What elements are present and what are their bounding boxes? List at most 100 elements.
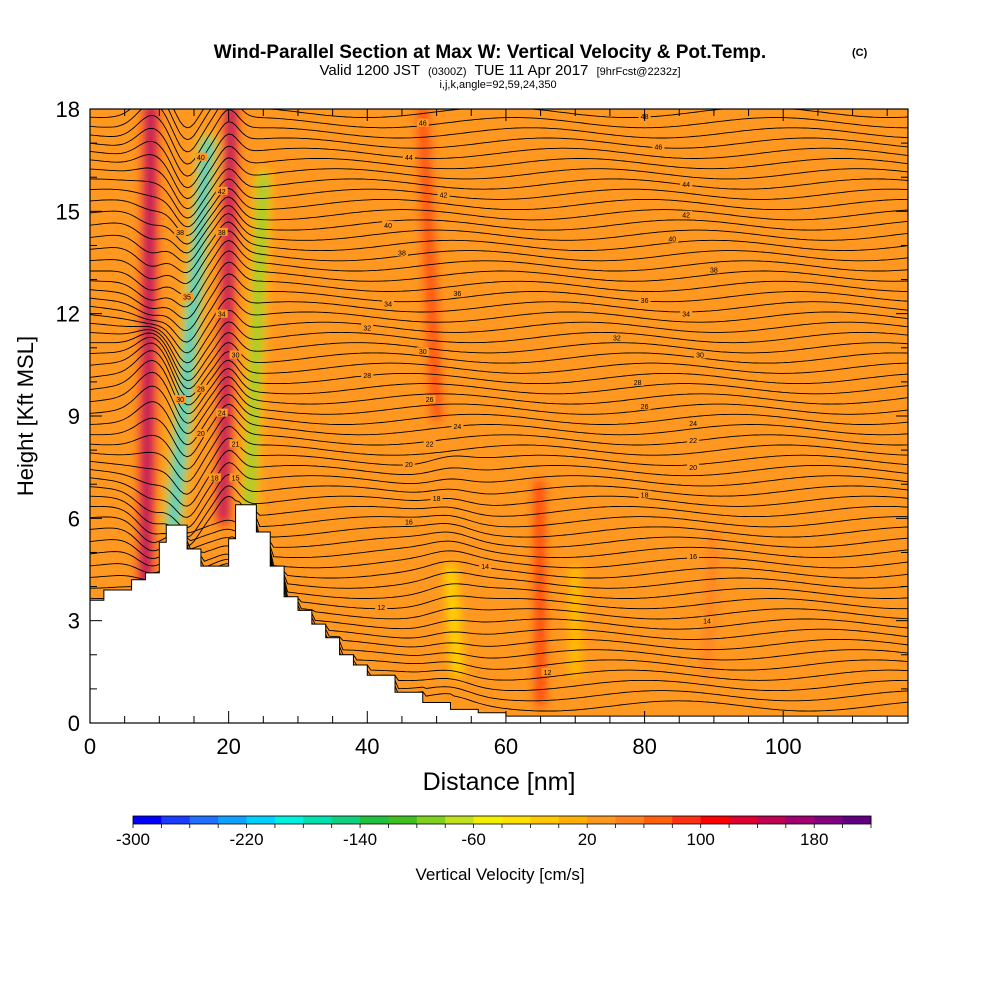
subtitle-utc: (0300Z) [428, 66, 467, 78]
plot-area: 4648444642444042384036383436323430322830… [90, 109, 908, 723]
colorbar-label: Vertical Velocity [cm/s] [415, 865, 584, 884]
isentrope-line [90, 168, 908, 219]
isentrope-line [90, 342, 908, 398]
isentrope-label: 40 [197, 155, 205, 162]
colorbar-tick-label: -140 [343, 830, 377, 849]
isentrope-label-bg [700, 616, 713, 625]
isentrope-label-bg [208, 473, 221, 482]
isentrope-label-bg [194, 429, 207, 438]
subtitle-valid: Valid 1200 JST [319, 62, 419, 79]
isentrope-line [90, 133, 908, 189]
isentrope-label: 22 [689, 438, 697, 445]
colorbar-swatch [785, 816, 815, 824]
isentrope-label-bg [215, 227, 228, 236]
isentrope-label: 44 [405, 155, 413, 162]
isentrope-line [90, 213, 908, 263]
isentrope-label: 40 [384, 223, 392, 230]
isentrope-label-bg [680, 210, 693, 219]
isentrope-label-bg [638, 401, 651, 410]
velocity-band [170, 140, 211, 528]
isentrope-line [90, 449, 908, 507]
isentrope-label: 30 [232, 353, 240, 360]
isentrope-label: 21 [232, 441, 240, 448]
isentrope-label: 34 [218, 312, 226, 319]
isentrope-label: 24 [218, 411, 226, 418]
isentrope-line [90, 403, 908, 458]
isentrope-label-bg [416, 118, 429, 127]
chart-title: Wind-Parallel Section at Max W: Vertical… [214, 42, 766, 63]
colorbar-swatch [530, 816, 560, 824]
isentrope-label-bg [402, 517, 415, 526]
isentrope-line [90, 535, 908, 589]
isentrope-label-bg [451, 289, 464, 298]
isentrope-label-bg [479, 562, 492, 571]
isentrope-line [90, 528, 908, 574]
colorbar-swatch [672, 816, 702, 824]
y-tick-label: 12 [56, 302, 80, 327]
isentrope-label-bg [631, 377, 644, 386]
isentrope-line [90, 297, 908, 354]
isentrope-label: 30 [419, 349, 427, 356]
isentrope-label-bg [229, 350, 242, 359]
isentrope-label-bg [395, 248, 408, 257]
isentrope-line [90, 531, 908, 581]
isentrope-label-bg [375, 603, 388, 612]
isentrope-label: 38 [710, 267, 718, 274]
isentrope-line [90, 437, 908, 495]
isentrope-label-bg [638, 296, 651, 305]
isentrope-label-bg [687, 463, 700, 472]
colorbar-swatch [189, 816, 219, 824]
subtitle-forecast: [9hrFcst@2232z] [597, 66, 681, 78]
isentrope-line [90, 425, 908, 483]
isentrope-label-bg [666, 234, 679, 243]
isentrope-label: 18 [641, 492, 649, 499]
x-tick-label: 0 [84, 734, 96, 759]
isentrope-label-bg [229, 473, 242, 482]
colorbar-tick-label: -300 [116, 830, 150, 849]
velocity-downdraft-3 [241, 169, 271, 516]
isentrope-line [90, 250, 908, 308]
y-tick-label: 18 [56, 97, 80, 122]
isentrope-label-bg [174, 227, 187, 236]
isentrope-line [90, 485, 908, 538]
isentrope-line [90, 240, 908, 296]
colorbar-swatch [842, 816, 872, 824]
isentrope-label: 12 [377, 605, 385, 612]
isentrope-line [90, 518, 908, 552]
isentrope-line [90, 336, 908, 390]
x-tick-label: 80 [632, 734, 656, 759]
colorbar-swatch [246, 816, 276, 824]
isentrope-label-bg [361, 323, 374, 332]
colorbar-swatch [218, 816, 248, 824]
isentrope-line [90, 196, 908, 245]
isentrope-label-bg [687, 551, 700, 560]
isentrope-label: 36 [641, 298, 649, 305]
isentrope-line [90, 525, 908, 567]
colorbar-swatch [587, 816, 617, 824]
isentrope-label-bg [687, 418, 700, 427]
isentrope-label: 12 [544, 670, 552, 677]
velocity-downdraft-1 [163, 133, 218, 535]
isentrope-label: 28 [363, 373, 371, 380]
colorbar-swatch [445, 816, 475, 824]
isentrope-line [90, 462, 908, 518]
isentrope-line [90, 514, 908, 543]
isentrope-label-bg [194, 152, 207, 161]
y-tick-label: 9 [68, 404, 80, 429]
isentrope-label: 32 [613, 336, 621, 343]
isentrope-line [90, 157, 908, 210]
y-tick-label: 3 [68, 609, 80, 634]
isentrope-label-bg [687, 435, 700, 444]
isentrope-label: 26 [426, 397, 434, 404]
isentrope-line [90, 221, 908, 273]
isentrope-line [90, 371, 908, 424]
isentrope-label: 44 [682, 182, 690, 189]
isentrope-label: 46 [655, 145, 663, 152]
terrain [90, 504, 908, 723]
colorbar-swatch [360, 816, 389, 824]
velocity-band [143, 109, 154, 606]
isentrope-label-bg [194, 384, 207, 393]
x-axis-label: Distance [nm] [423, 768, 576, 796]
colorbar-swatch [388, 816, 418, 824]
isentrope-line [90, 261, 908, 320]
